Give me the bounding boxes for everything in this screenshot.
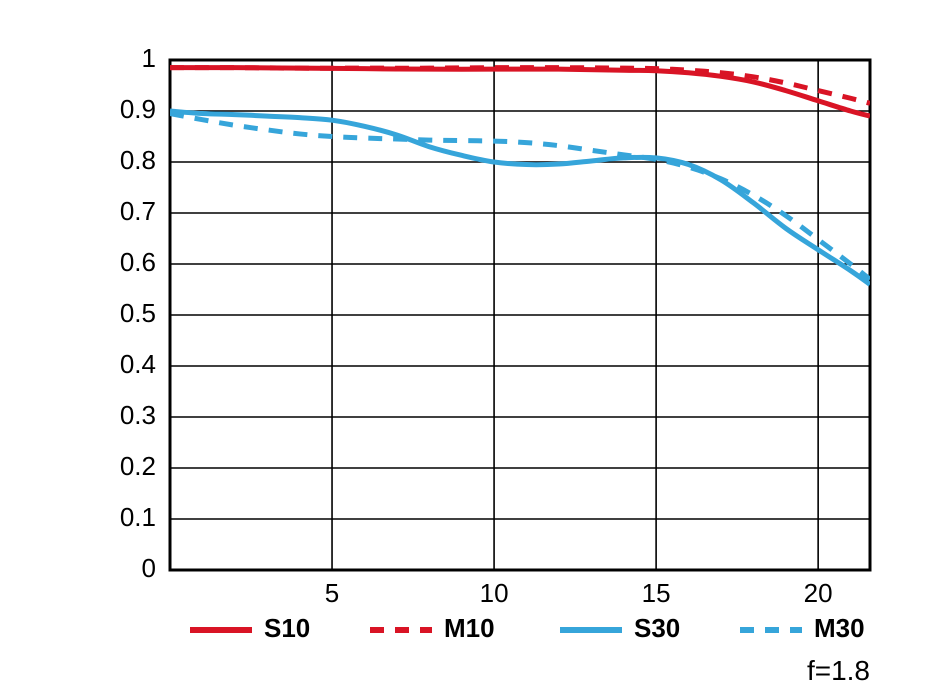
legend-label-S10: S10 [264,613,310,643]
legend-label-M10: M10 [444,613,495,643]
y-tick-label: 0.6 [120,247,156,277]
legend-label-M30: M30 [814,613,865,643]
y-tick-label: 0.2 [120,451,156,481]
x-tick-label: 5 [325,578,339,608]
mtf-chart: 00.10.20.30.40.50.60.70.80.915101520S10M… [0,0,932,700]
aperture-annotation: f=1.8 [807,655,870,686]
x-tick-label: 20 [804,578,833,608]
y-tick-label: 0.5 [120,298,156,328]
y-tick-label: 0.7 [120,196,156,226]
y-tick-label: 0 [142,553,156,583]
chart-svg: 00.10.20.30.40.50.60.70.80.915101520S10M… [0,0,932,700]
y-tick-label: 0.8 [120,145,156,175]
y-tick-label: 1 [142,43,156,73]
y-tick-label: 0.3 [120,400,156,430]
y-tick-label: 0.1 [120,502,156,532]
y-tick-label: 0.9 [120,94,156,124]
x-tick-label: 15 [642,578,671,608]
x-tick-label: 10 [480,578,509,608]
y-tick-label: 0.4 [120,349,156,379]
legend-label-S30: S30 [634,613,680,643]
